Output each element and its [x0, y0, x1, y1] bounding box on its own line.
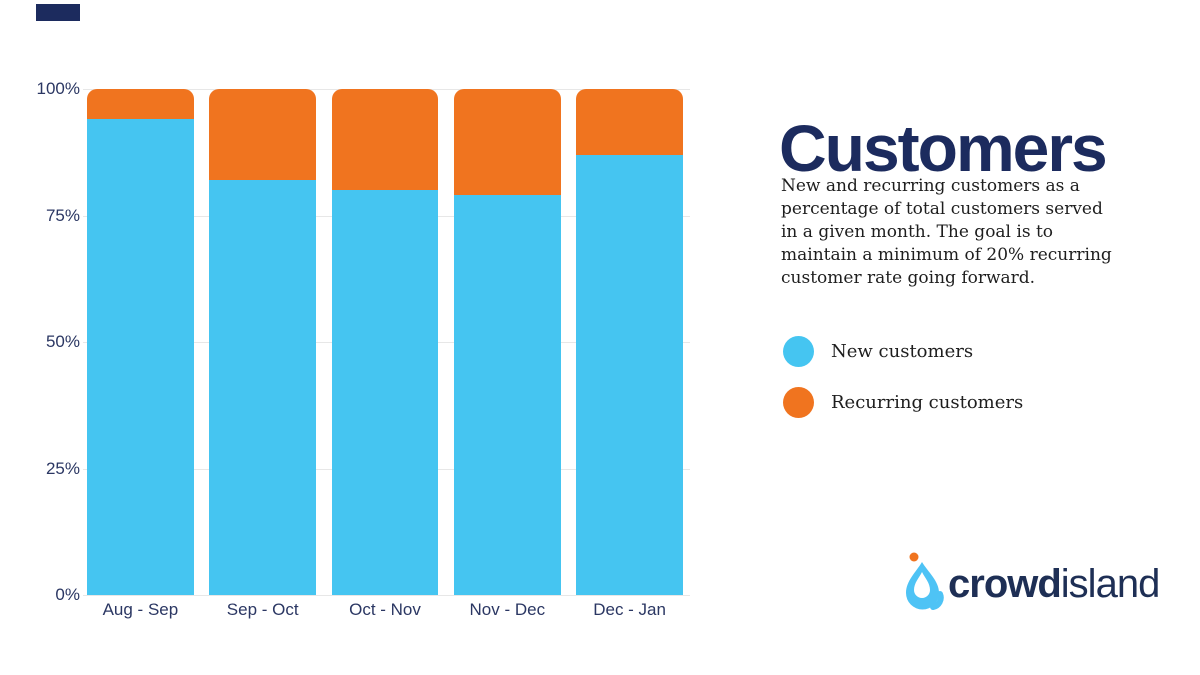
bar-segment-new-customers — [331, 190, 439, 595]
x-tick-label: Oct - Nov — [349, 600, 421, 619]
bar-segment-new-customers — [453, 195, 561, 595]
y-tick-label: 25% — [45, 458, 80, 478]
x-tick-label: Sep - Oct — [226, 600, 299, 619]
bar-group — [87, 89, 194, 595]
legend-item-new-customers: New customers — [783, 336, 1023, 367]
bar-group — [331, 89, 439, 595]
bar-group — [209, 89, 317, 595]
gridline — [83, 595, 690, 596]
bar-segment-new-customers — [87, 119, 194, 595]
x-tick-label: Nov - Dec — [469, 600, 546, 619]
recurring-customers-swatch-icon — [783, 387, 814, 418]
bar-segment-new-customers — [576, 154, 683, 595]
logo-text-island: island — [1060, 562, 1161, 606]
legend-label: Recurring customers — [831, 392, 1024, 413]
x-tick-label: Dec - Jan — [593, 600, 666, 619]
y-tick-label: 75% — [45, 205, 80, 225]
plot-area — [87, 89, 683, 595]
brand-mark — [36, 4, 80, 21]
logo-text-crowd: crowd — [948, 562, 1062, 606]
bar-segment-recurring-customers — [87, 89, 194, 120]
y-tick-label: 50% — [45, 332, 80, 351]
new-customers-swatch-icon — [783, 336, 814, 367]
legend-label: New customers — [831, 341, 974, 362]
legend: New customers Recurring customers — [783, 336, 1023, 438]
logo-droplet-icon — [901, 548, 945, 617]
bar-group — [453, 89, 561, 595]
page-title: Customers — [779, 111, 1108, 186]
bar-segment-recurring-customers — [331, 89, 439, 191]
bar-segment-recurring-customers — [576, 89, 683, 155]
legend-item-recurring-customers: Recurring customers — [783, 387, 1023, 418]
y-tick-label: 0% — [55, 585, 80, 604]
bar-segment-new-customers — [209, 180, 317, 595]
logo-text: crowdisland — [948, 562, 1161, 607]
x-tick-label: Aug - Sep — [102, 600, 179, 619]
bar-group — [576, 89, 683, 595]
page-description: New and recurring customers as a percent… — [781, 176, 1112, 288]
bar-segment-recurring-customers — [453, 89, 561, 196]
bar-segment-recurring-customers — [209, 89, 317, 181]
logo-orange-dot — [909, 552, 919, 562]
y-tick-label: 100% — [36, 79, 80, 98]
